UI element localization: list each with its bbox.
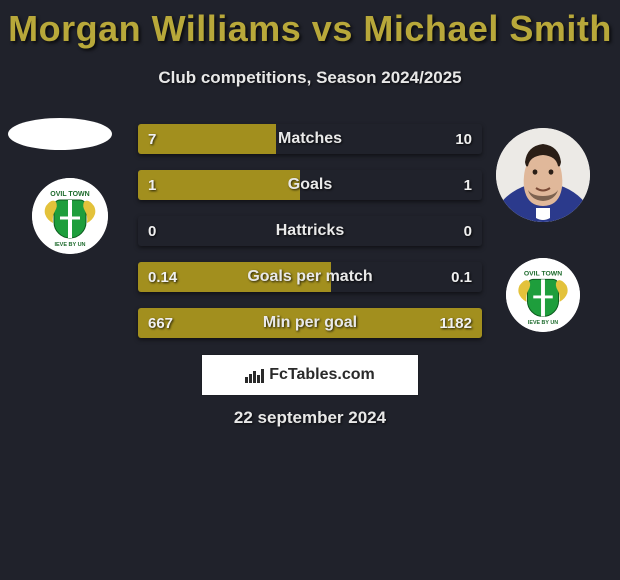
crest-icon: OVIL TOWN IEVE BY UN [32,178,108,254]
stat-value-left: 1 [138,170,166,200]
stat-row: 710Matches [138,124,482,154]
stat-value-left: 7 [138,124,166,154]
stat-row: 6671182Min per goal [138,308,482,338]
svg-text:IEVE BY UN: IEVE BY UN [54,242,85,248]
svg-text:IEVE BY UN: IEVE BY UN [528,320,558,326]
stat-row: 0 0Hattricks [138,216,482,246]
player-left-avatar [8,118,112,150]
player-right-avatar [496,128,590,222]
stat-value-right: 0.1 [441,262,482,292]
svg-text:OVIL TOWN: OVIL TOWN [50,191,89,198]
date-text: 22 september 2024 [0,408,620,428]
page-title: Morgan Williams vs Michael Smith [0,0,620,50]
stat-value-right: 10 [445,124,482,154]
stat-row: 11Goals [138,170,482,200]
branding-text: FcTables.com [269,366,375,384]
stats-bars: 710Matches11Goals00Hattricks0.140.1Goals… [138,124,482,354]
stat-value-left: 667 [138,308,183,338]
stat-value-right: 1 [454,170,482,200]
bar-chart-icon [245,367,265,383]
svg-text:OVIL TOWN: OVIL TOWN [524,271,562,278]
stat-row: 0.140.1Goals per match [138,262,482,292]
stat-label: Hattricks [138,216,482,246]
club-left-crest: OVIL TOWN IEVE BY UN [32,178,108,254]
stat-value-left: 0.14 [138,262,187,292]
page-subtitle: Club competitions, Season 2024/2025 [0,68,620,88]
crest-icon: OVIL TOWN IEVE BY UN [506,258,580,332]
club-right-crest: OVIL TOWN IEVE BY UN [506,258,580,332]
stat-value-left: 0 [138,216,166,246]
comparison-card: Morgan Williams vs Michael Smith Club co… [0,0,620,580]
stat-value-right: 1182 [429,308,482,338]
branding-box: FcTables.com [201,354,419,396]
stat-value-right: 0 [454,216,482,246]
